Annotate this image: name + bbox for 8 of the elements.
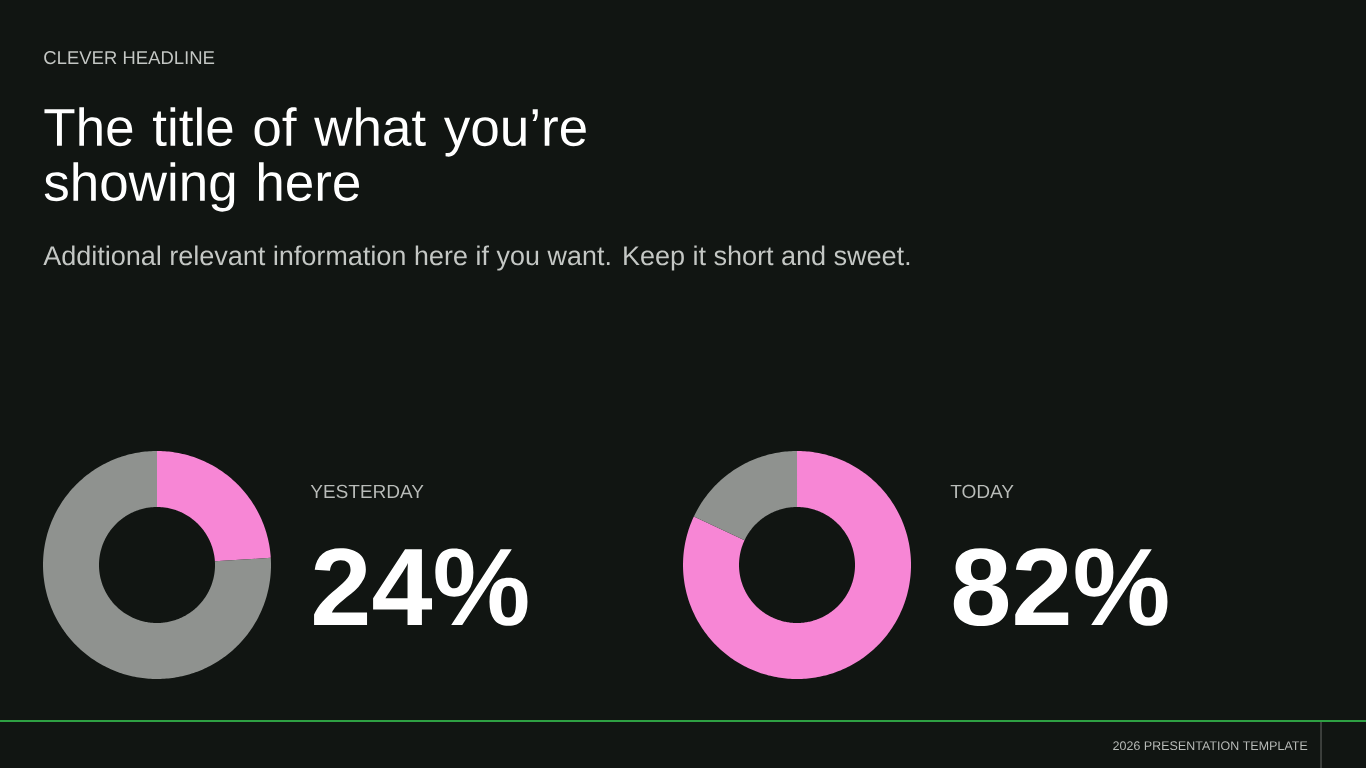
text: TODAY <box>950 484 1014 499</box>
data-label: 24% <box>314 548 528 626</box>
data-label: 82% <box>953 548 1168 627</box>
text: CLEVER HEADLINE <box>44 51 215 65</box>
text: Additional relevant information here if you want. Keep it short and sweet. <box>43 245 910 271</box>
text: YESTERDAY <box>310 484 424 499</box>
text: 2026 PRESENTATION TEMPLATE <box>1113 741 1308 751</box>
text: The title of what you’re showing here <box>44 107 586 212</box>
